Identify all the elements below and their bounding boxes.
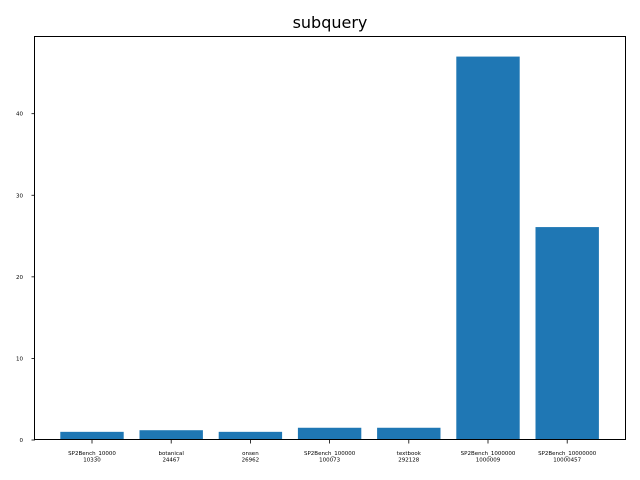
bar: [456, 56, 520, 440]
y-tick-label: 40: [16, 112, 23, 118]
bar: [535, 227, 599, 440]
x-tick-label-count: 26962: [242, 458, 260, 464]
x-tick-label: textbook: [397, 451, 422, 457]
x-tick-label-count: 10000457: [553, 458, 581, 464]
x-tick-label: SP2Bench_10000: [68, 451, 116, 457]
y-tick-label: 0: [20, 438, 24, 444]
x-tick-label-count: 10330: [83, 458, 101, 464]
x-tick-label: SP2Bench_1000000: [461, 451, 516, 457]
y-tick-label: 20: [16, 275, 23, 281]
bar: [60, 431, 124, 440]
bar: [139, 430, 203, 440]
x-tick-label-count: 1000009: [476, 458, 501, 464]
x-tick-label-count: 24467: [162, 458, 180, 464]
chart-title: subquery: [293, 13, 368, 32]
x-tick-label-count: 100073: [319, 458, 340, 464]
y-tick-label: 10: [16, 356, 23, 362]
plot-frame: [34, 36, 626, 440]
bar: [297, 427, 362, 440]
bars-group: [60, 56, 599, 440]
x-tick-label-count: 292128: [398, 458, 419, 464]
x-tick-label: botanical: [159, 451, 185, 457]
y-tick-label: 30: [16, 193, 23, 199]
bar: [218, 431, 283, 440]
x-tick-label: onsen: [242, 451, 259, 457]
x-tick-label: SP2Bench_10000000: [538, 451, 597, 457]
bar: [377, 427, 441, 440]
x-tick-label: SP2Bench_100000: [304, 451, 356, 457]
y-axis: 0 10 20 30 40: [16, 112, 35, 444]
